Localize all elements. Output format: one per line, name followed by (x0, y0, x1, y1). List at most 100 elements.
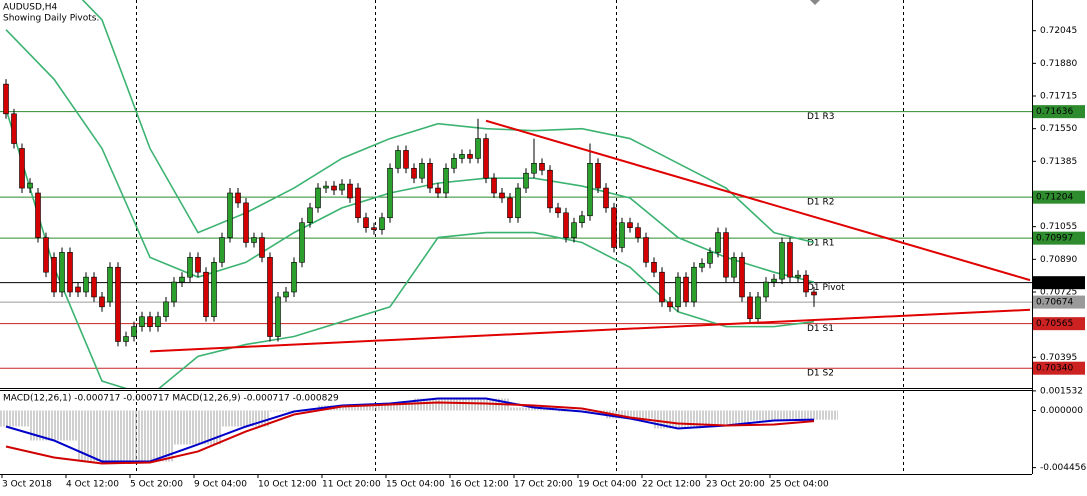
pivot-label: D1 Pivot (807, 283, 845, 293)
macd-title: MACD(12,26,1) -0.000717 -0.000717 MACD(1… (3, 394, 339, 404)
period-separators (136, 0, 904, 474)
y-tick-label: 0.71715 (1040, 92, 1077, 102)
candle-body (35, 192, 41, 238)
candle-body (515, 187, 521, 219)
candle-body (211, 261, 217, 318)
x-tick-label: 11 Oct 20:00 (322, 480, 381, 490)
candle-body (731, 257, 737, 278)
candle-body (403, 150, 409, 169)
candle-body (91, 276, 97, 298)
bollinger-upper (81, 0, 815, 244)
candle-body (755, 296, 761, 320)
x-tick-label: 10 Oct 12:00 (258, 480, 317, 490)
candle-body (227, 192, 233, 238)
candle-body (59, 252, 65, 293)
candle-body (355, 187, 361, 219)
candle-body (443, 167, 449, 194)
y-tick-label: 0.70395 (1040, 353, 1077, 363)
candle-body (411, 167, 417, 179)
price-box-label: 0.71204 (1036, 193, 1073, 203)
y-tick-label: 0.71385 (1040, 157, 1077, 167)
x-tick-label: 17 Oct 20:00 (514, 480, 573, 490)
candle-body (739, 257, 745, 298)
x-tick-label: 23 Oct 20:00 (706, 480, 765, 490)
y-tick-label: 0.000000 (1040, 406, 1083, 416)
candle-body (259, 237, 265, 258)
candle-body (651, 261, 657, 273)
candle-body (563, 212, 569, 238)
price-box-label: 0.70340 (1036, 364, 1073, 374)
macd-histogram (750, 410, 798, 421)
candle-body (43, 237, 49, 273)
candle-body (395, 150, 401, 169)
candle-body (507, 197, 513, 219)
candle-body (179, 276, 185, 283)
candle-body (131, 326, 137, 337)
macd-histogram (366, 403, 414, 411)
y-tick-label: 0.70725 (1040, 287, 1077, 297)
candle-body (27, 182, 33, 189)
pivot-label: D1 R3 (807, 112, 835, 122)
candle-body (691, 266, 697, 303)
candle-body (363, 217, 369, 228)
candle-body (99, 296, 105, 308)
candle-body (547, 169, 553, 209)
candle-body (267, 257, 273, 337)
candle-body (707, 252, 713, 264)
candle-body (187, 257, 193, 278)
macd-line (5, 397, 815, 463)
x-tick-label: 15 Oct 04:00 (386, 480, 445, 490)
candle-body (107, 266, 113, 303)
candle-body (795, 274, 801, 278)
candle-body (195, 257, 201, 273)
macd-histogram (222, 410, 270, 427)
candle-body (459, 154, 465, 159)
macd-histogram (126, 410, 174, 462)
candle-body (379, 217, 385, 230)
candle-body (555, 207, 561, 214)
candle-body (435, 187, 441, 194)
candle-body (627, 222, 633, 228)
y-tick-label: -0.004456 (1040, 463, 1086, 473)
candle-body (747, 296, 753, 320)
x-tick-label: 25 Oct 04:00 (770, 480, 829, 490)
symbol: AUDUSD,H4 (3, 3, 58, 13)
x-tick-label: 22 Oct 12:00 (642, 480, 701, 490)
candle-body (123, 336, 129, 342)
price-box (1033, 276, 1085, 290)
candle-body (83, 276, 89, 293)
candle-body (571, 222, 577, 238)
x-tick-label: 16 Oct 12:00 (450, 480, 509, 490)
candle-body (219, 237, 225, 263)
candle-body (3, 83, 9, 115)
candle-body (659, 271, 665, 303)
candle-body (203, 271, 209, 318)
candle-body (491, 177, 497, 194)
y-tick-label: 0.71880 (1040, 59, 1077, 69)
price-panel: D1 R3 D1 R2 D1 R1 D1 Pivot D1 S1 D1 S2 (0, 0, 1032, 388)
candle-body (523, 172, 529, 189)
bollinger-lower (5, 108, 815, 388)
candle-body (619, 222, 625, 248)
candle-body (251, 237, 257, 243)
candle-body (787, 242, 793, 278)
candle-body (803, 274, 809, 293)
candle-body (419, 163, 425, 179)
macd-histogram (318, 405, 366, 411)
candle-body (147, 316, 153, 327)
shift-marker (810, 0, 820, 5)
x-tick-label: 3 Oct 2018 (2, 480, 52, 490)
x-tick-label: 19 Oct 04:00 (578, 480, 637, 490)
pivot-label: D1 S1 (807, 324, 834, 334)
candle-body (595, 163, 601, 189)
candle-body (539, 163, 545, 171)
candle-body (315, 187, 321, 209)
candle-body (387, 167, 393, 219)
y-tick-label: 0.71550 (1040, 124, 1077, 134)
price-box (1033, 317, 1085, 331)
price-box-label: 0.70997 (1036, 234, 1073, 244)
macd-histogram (702, 410, 750, 426)
candle-body (75, 286, 81, 293)
